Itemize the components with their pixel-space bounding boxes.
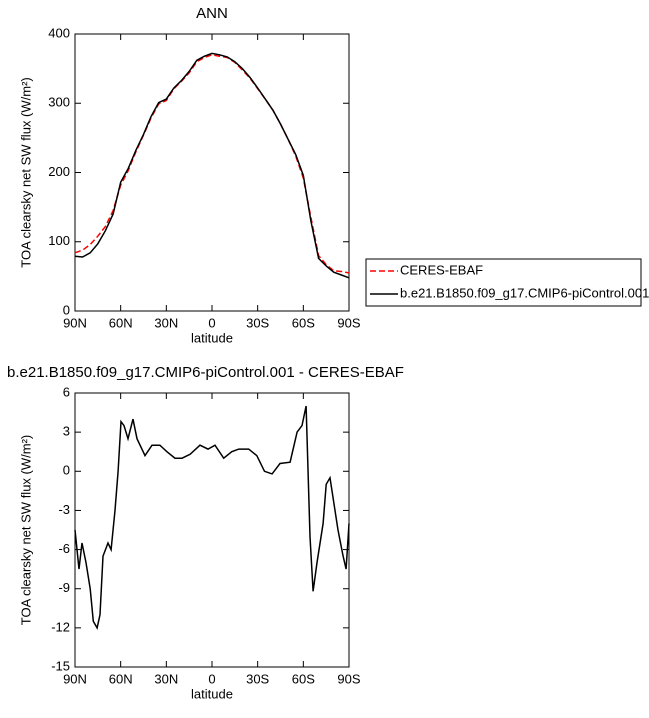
x-tick-label: 60S (292, 671, 315, 686)
line-series (74, 52, 350, 279)
x-tick-label: 30N (154, 315, 178, 330)
chart-title: b.e21.B1850.f09_g17.CMIP6-piControl.001 … (7, 364, 404, 381)
y-tick-label: -12 (51, 619, 70, 634)
x-axis-label: latitude (191, 686, 233, 701)
y-tick-label: -3 (58, 502, 70, 517)
line-series (74, 54, 350, 274)
x-tick-label: 30S (246, 671, 269, 686)
y-tick-label: -6 (58, 541, 70, 556)
plot-frame (74, 33, 350, 312)
y-tick-label: 3 (63, 424, 70, 439)
x-axis-label: latitude (191, 330, 233, 345)
x-tick-label: 0 (208, 671, 215, 686)
y-tick-label: 0 (63, 463, 70, 478)
y-tick-label: 300 (48, 95, 70, 110)
legend-label: CERES-EBAF (400, 262, 483, 277)
x-tick-label: 90S (337, 315, 360, 330)
y-tick-label: 100 (48, 233, 70, 248)
x-tick-label: 30N (154, 671, 178, 686)
y-tick-label: -15 (51, 658, 70, 673)
x-tick-label: 60N (109, 671, 133, 686)
legend-box (365, 258, 642, 307)
x-tick-label: 90S (337, 671, 360, 686)
y-tick-label: 400 (48, 25, 70, 40)
line-series (74, 405, 350, 630)
x-tick-label: 0 (208, 315, 215, 330)
y-tick-label: 6 (63, 384, 70, 399)
legend-label: b.e21.B1850.f09_g17.CMIP6-piControl.001 (400, 285, 649, 300)
chart-title: ANN (196, 5, 228, 22)
y-tick-label: 0 (63, 302, 70, 317)
y-tick-label: 200 (48, 164, 70, 179)
y-tick-label: -9 (58, 580, 70, 595)
y-axis-label: TOA clearsky net SW flux (W/m²) (18, 77, 33, 267)
x-tick-label: 60N (109, 315, 133, 330)
plot-frame (74, 392, 350, 668)
x-tick-label: 90N (63, 671, 87, 686)
x-tick-label: 60S (292, 315, 315, 330)
x-tick-label: 90N (63, 315, 87, 330)
x-tick-label: 30S (246, 315, 269, 330)
y-axis-label: TOA clearsky net SW flux (W/m²) (18, 435, 33, 625)
